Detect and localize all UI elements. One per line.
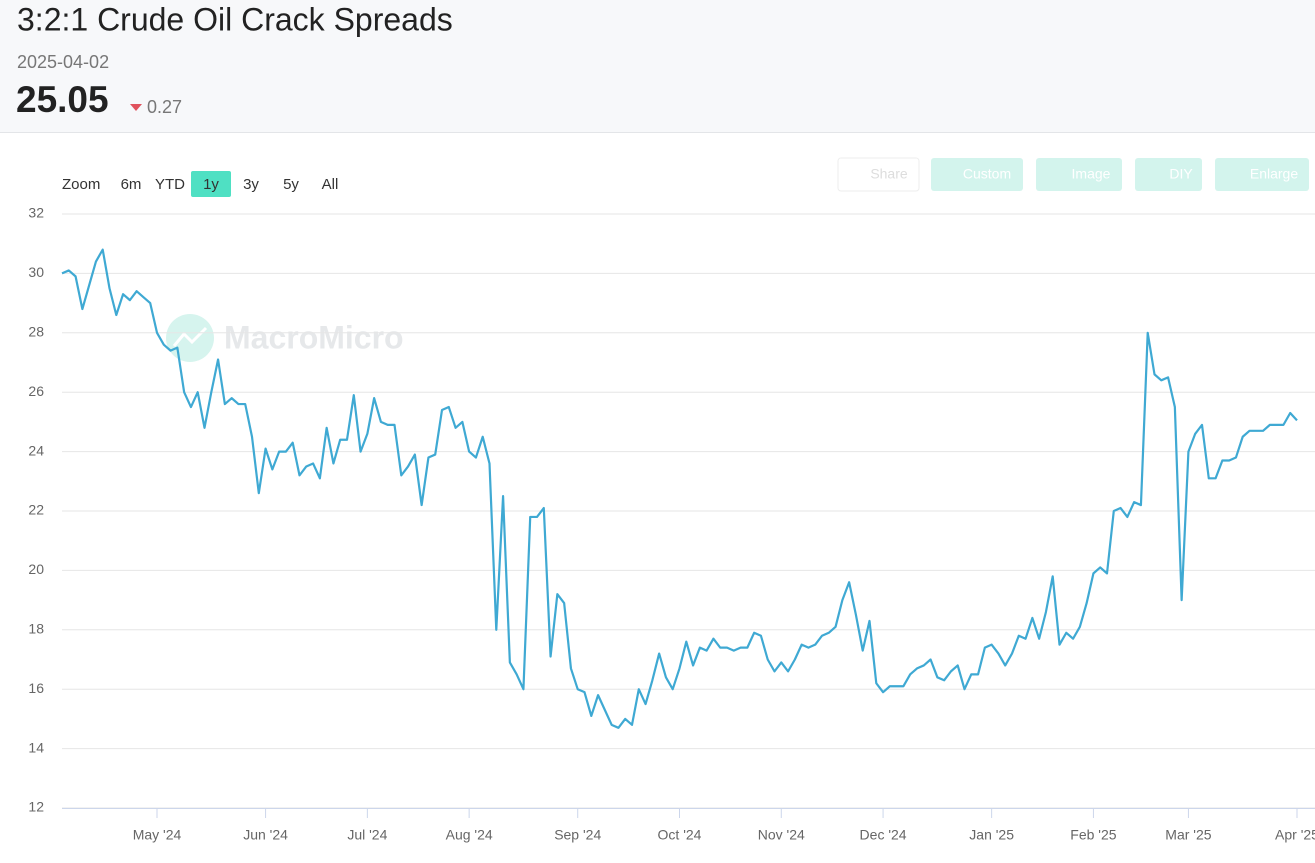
range-button[interactable]: 1y	[203, 176, 219, 193]
y-tick-label: 18	[28, 621, 44, 637]
x-tick-label: Nov '24	[758, 827, 805, 843]
y-tick-label: 30	[28, 264, 44, 280]
title: 3:2:1 Crude Oil Crack Spreads	[17, 1, 453, 37]
range-button[interactable]: 5y	[283, 176, 299, 193]
y-tick-label: 28	[28, 324, 44, 340]
x-tick-label: Sep '24	[554, 827, 601, 843]
range-button[interactable]: All	[322, 176, 339, 193]
x-tick-label: Feb '25	[1070, 827, 1116, 843]
range-button[interactable]: YTD	[155, 176, 185, 193]
active-range-bg	[191, 171, 231, 197]
diy-label: DIY	[1169, 166, 1193, 182]
x-tick-label: Dec '24	[860, 827, 907, 843]
y-tick-label: 16	[28, 680, 44, 696]
actions: Share Custom Image DIY Enlarge	[837, 157, 1309, 192]
x-tick-label: Apr '25	[1275, 827, 1315, 843]
y-tick-label: 26	[28, 383, 44, 399]
x-tick-label: Oct '24	[658, 827, 702, 843]
watermark-text: MacroMicro	[224, 319, 404, 355]
y-tick-label: 24	[28, 442, 44, 458]
custom-label: Custom	[963, 166, 1011, 182]
range-button[interactable]: 6m	[121, 176, 142, 193]
date: 2025-04-02	[17, 52, 109, 72]
share-button[interactable]	[837, 157, 920, 192]
x-tick-label: Jun '24	[243, 827, 288, 843]
custom-button[interactable]	[931, 158, 1023, 191]
latest-value: 25.05	[16, 79, 109, 120]
share-label: Share	[870, 166, 908, 182]
y-tick-label: 32	[28, 205, 44, 221]
toolbar: Zoom 6m YTD 1y 3y 5y All	[62, 171, 338, 197]
x-tick-label: Mar '25	[1165, 827, 1211, 843]
x-tick-label: Jan '25	[969, 827, 1014, 843]
range-button[interactable]: 3y	[243, 176, 259, 193]
watermark-icon	[172, 326, 208, 347]
line-series	[61, 248, 1298, 729]
enlarge-label: Enlarge	[1250, 166, 1298, 182]
y-tick-label: 22	[28, 502, 44, 518]
x-tick-label: May '24	[133, 827, 182, 843]
down-arrow	[130, 104, 142, 111]
y-tick-label: 14	[28, 739, 44, 755]
diy-button[interactable]	[1135, 158, 1202, 191]
image-button[interactable]	[1036, 158, 1122, 191]
change: 0.27	[147, 97, 182, 117]
watermark: MacroMicro	[166, 314, 404, 362]
x-tick-label: Jul '24	[347, 827, 387, 843]
y-tick-label: 12	[28, 799, 44, 815]
x-tick-label: Aug '24	[446, 827, 493, 843]
enlarge-button[interactable]	[1215, 158, 1309, 191]
image-label: Image	[1072, 166, 1111, 182]
zoom-label: Zoom	[62, 176, 100, 193]
y-tick-label: 20	[28, 561, 44, 577]
header-bg	[0, 0, 1315, 132]
